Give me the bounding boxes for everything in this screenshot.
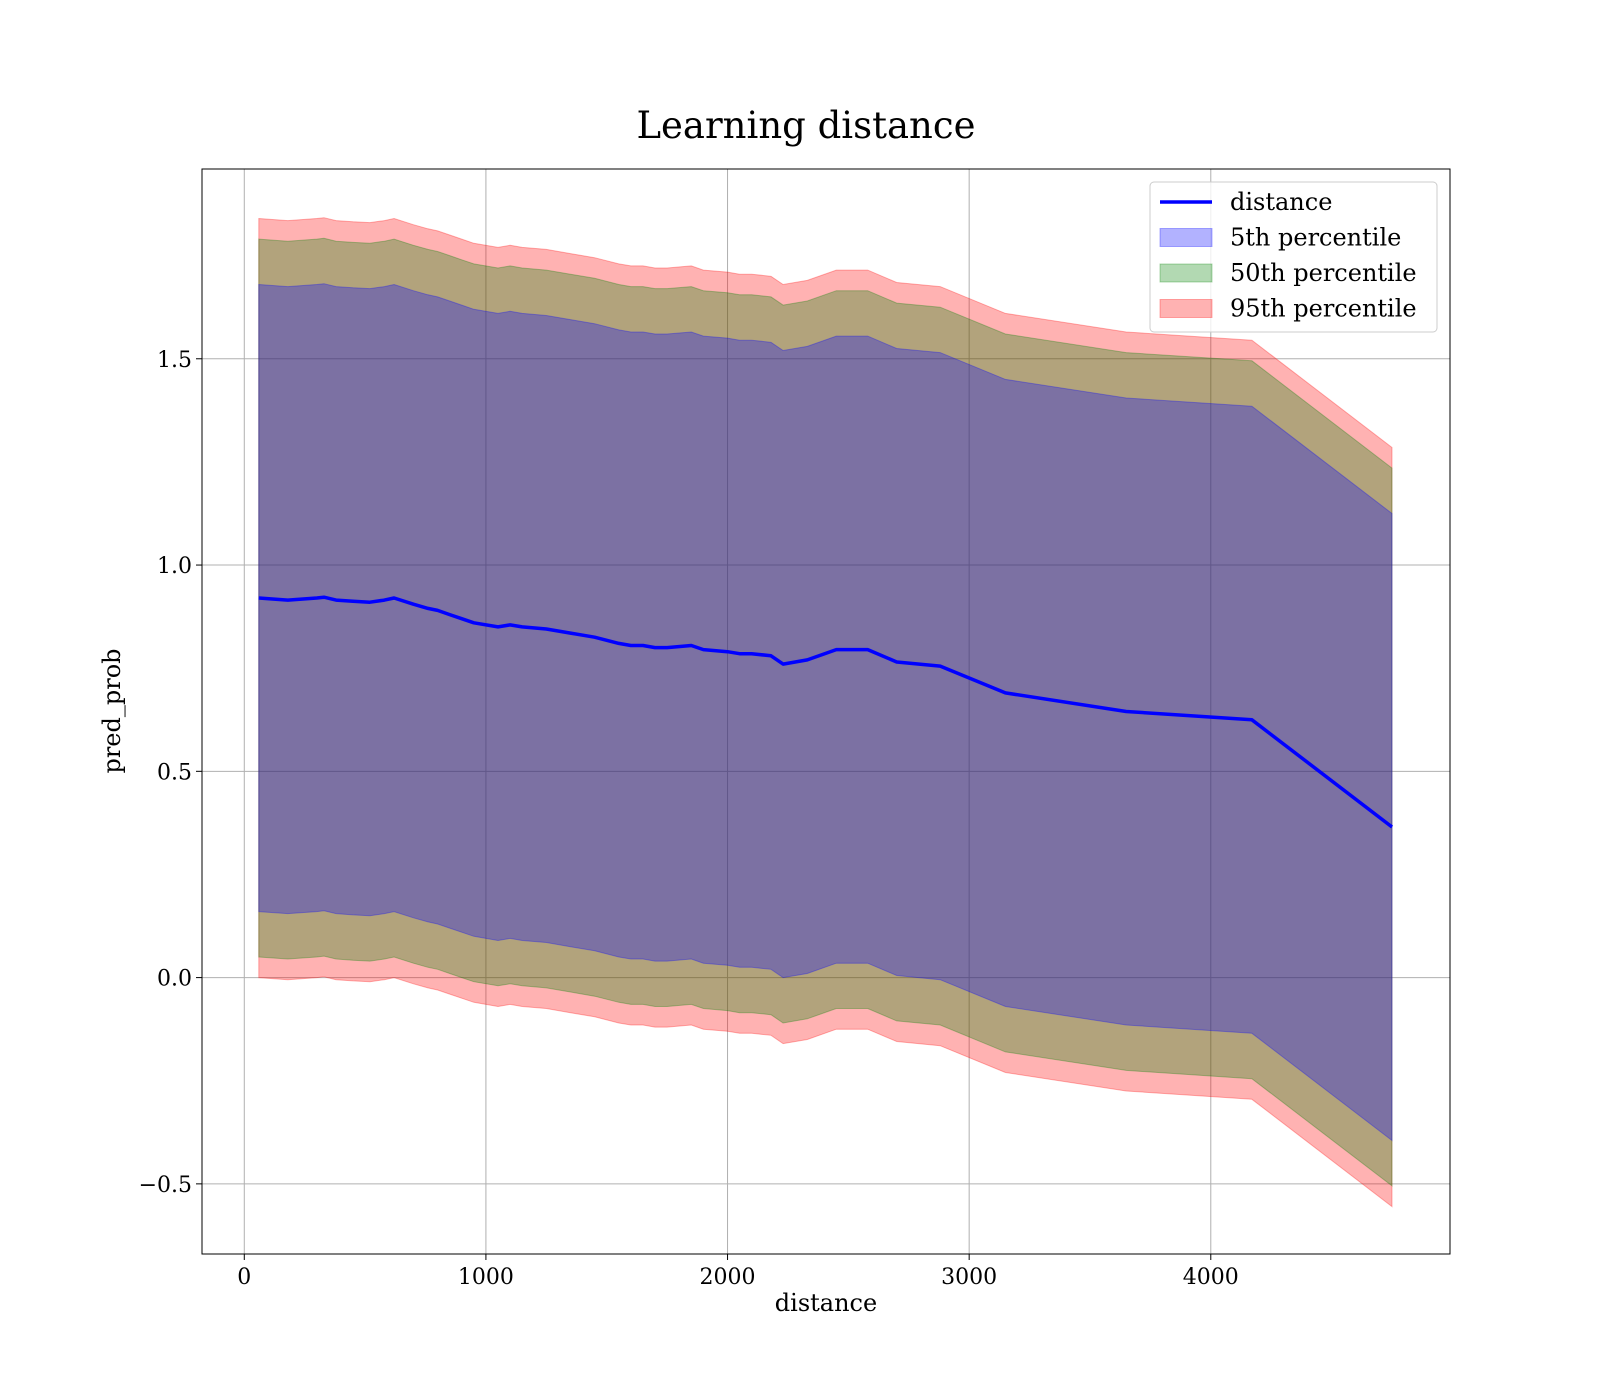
y-axis-label: pred_prob [98,648,126,773]
axis-ticks: 0 1000 2000 3000 4000 −0.5 0.0 0.5 1.0 1.5 [139,348,1239,1290]
legend: distance 5th percentile 50th percentile 95t… [1149,181,1438,333]
x-axis-label: distance [775,1289,877,1317]
grid [202,169,1450,1254]
legend-label: 5th percentile [1230,224,1401,252]
percentile-bands [258,217,1393,1208]
plot-frame [201,168,1451,1255]
legend-box [1149,181,1438,333]
band-5th-percentile [258,283,1393,1142]
band-95th-percentile [258,217,1393,1208]
x-tick-label: 0 [237,1265,251,1290]
y-tick-label: 0.0 [157,967,192,992]
legend-swatch [1159,299,1213,318]
x-tick-label: 1000 [458,1265,514,1290]
chart-title: Learning distance [636,104,975,147]
series-line-distance [258,595,1394,829]
legend-label: 50th percentile [1230,259,1417,287]
legend-swatch [1159,228,1213,247]
band-50th-percentile [258,237,1393,1187]
y-tick-label: 1.5 [157,348,192,373]
legend-label: distance [1230,188,1332,216]
y-tick-label: −0.5 [139,1173,192,1198]
x-tick-label: 3000 [941,1265,997,1290]
y-tick-label: 0.5 [157,760,192,785]
series-lines [258,595,1394,829]
x-tick-label: 4000 [1183,1265,1239,1290]
y-tick-label: 1.0 [157,554,192,579]
legend-swatch [1159,263,1213,283]
legend-label: 95th percentile [1230,295,1417,323]
x-tick-label: 2000 [700,1265,756,1290]
